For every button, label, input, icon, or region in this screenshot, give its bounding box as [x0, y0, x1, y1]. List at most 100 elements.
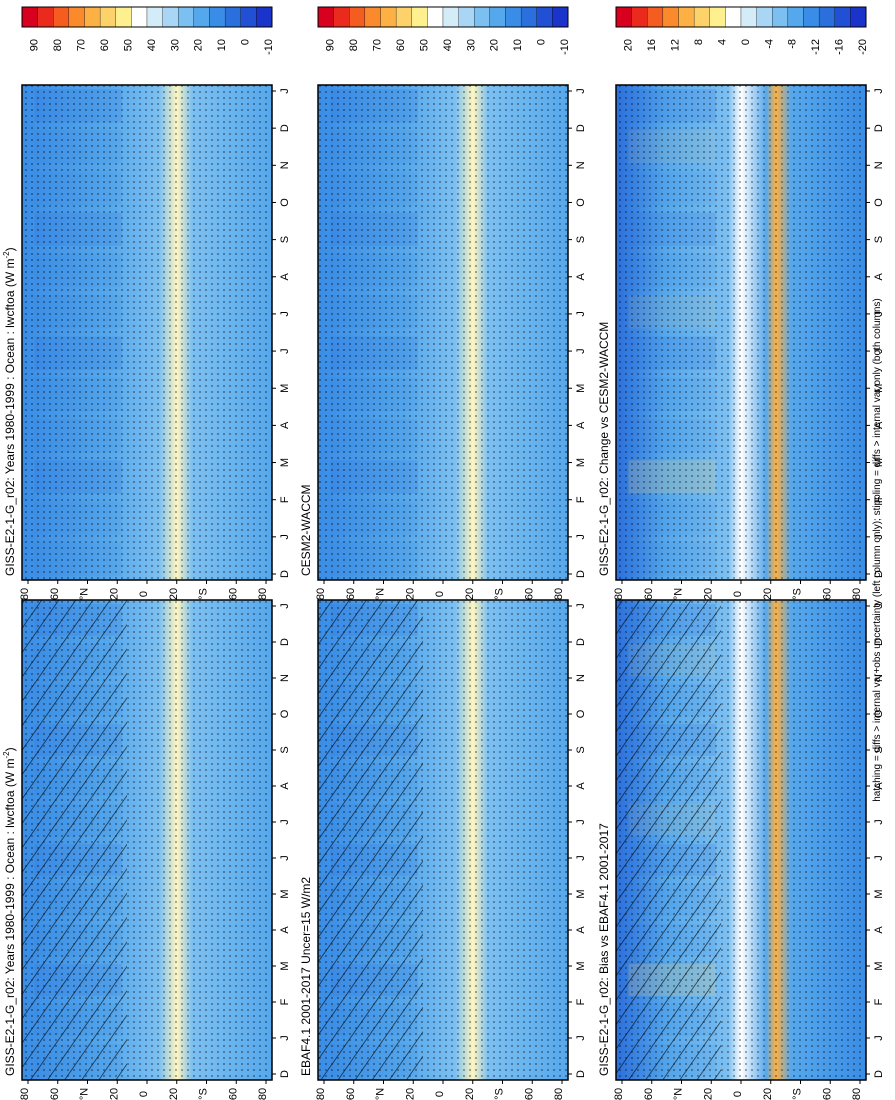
colorbar-label: 30	[465, 39, 477, 51]
month-tick-label: O	[279, 198, 291, 207]
month-tick-label: D	[873, 638, 885, 646]
hatching	[616, 600, 721, 1080]
lat-tick-label: 20	[464, 588, 476, 600]
colorbar-label: 30	[169, 39, 181, 51]
lat-tick-label: 80	[19, 1088, 31, 1100]
month-tick-label: O	[575, 198, 587, 207]
month-tick-label: J	[279, 88, 291, 94]
month-tick-label: J	[279, 1035, 291, 1041]
month-tick-label: S	[873, 746, 885, 753]
month-tick-label: J	[279, 603, 291, 609]
colorbar-frame	[615, 6, 867, 28]
colorbar-swatch	[256, 6, 273, 28]
colorbar-swatch	[552, 6, 569, 28]
month-tick-label: J	[873, 603, 885, 609]
lat-tick-label: 80	[851, 588, 863, 600]
month-tick-label: J	[575, 603, 587, 609]
lat-tick-label: 60	[227, 588, 239, 600]
colorbar-swatch	[442, 6, 459, 28]
lat-tick-label: 20	[464, 1088, 476, 1100]
lat-tick-label: 80	[19, 588, 31, 600]
lat-tick-label: 80	[851, 1088, 863, 1100]
lat-tick-label: 60	[643, 1088, 655, 1100]
colorbar-swatch	[850, 6, 867, 28]
panel-title: GISS-E2-1-G_r02: Bias vs EBAF4.1 2001-20…	[597, 823, 611, 1076]
month-tick-label: D	[575, 1070, 587, 1078]
lat-tick-label: 20	[762, 1088, 774, 1100]
month-tick-label: F	[279, 496, 291, 503]
month-tick-label: J	[873, 855, 885, 861]
colorbar-label: 0	[536, 39, 548, 45]
lat-tick-label: 20	[702, 588, 714, 600]
month-tick-label: D	[575, 124, 587, 132]
colorbar-swatch	[818, 6, 835, 28]
stippling	[616, 85, 866, 580]
colorbar-frame	[21, 6, 273, 28]
month-tick-label: F	[873, 998, 885, 1005]
month-tick-label: D	[873, 1070, 885, 1078]
colorbar-swatch	[68, 6, 85, 28]
month-tick-label: A	[575, 421, 587, 429]
month-tick-label: J	[575, 534, 587, 540]
lat-tick-label: 20	[108, 588, 120, 600]
south-label: °S	[792, 1088, 804, 1100]
month-tick-label: A	[873, 421, 885, 429]
lat-tick-label: 20	[762, 588, 774, 600]
lat-tick-label: 60	[227, 1088, 239, 1100]
panel-title: GISS-E2-1-G_r02: Change vs CESM2-WACCM	[597, 322, 611, 576]
month-tick-label: A	[279, 926, 291, 934]
month-tick-label: M	[575, 384, 587, 393]
lat-tick-label: 60	[49, 1088, 61, 1100]
month-tick-label: O	[279, 709, 291, 718]
month-tick-label: M	[279, 458, 291, 467]
colorbar-label: -4	[763, 39, 775, 49]
title-superscript: -2	[2, 751, 11, 759]
colorbar-swatch	[772, 6, 789, 28]
month-tick-label: J	[575, 1035, 587, 1041]
south-label: °S	[494, 1088, 506, 1100]
month-tick-label: M	[873, 384, 885, 393]
lat-tick-label: 80	[315, 1088, 327, 1100]
colorbar-swatch	[474, 6, 491, 28]
colorbar-swatch	[240, 6, 257, 28]
month-tick-label: N	[279, 161, 291, 169]
colorbar-label: -10	[263, 39, 275, 55]
lat-tick-label: 60	[821, 1088, 833, 1100]
month-tick-label: J	[873, 819, 885, 825]
lat-tick-label: 0	[732, 1091, 744, 1097]
month-tick-label: D	[873, 570, 885, 578]
colorbar-swatch	[787, 6, 804, 28]
colorbar-label: -12	[810, 39, 822, 55]
north-label: °N	[375, 1088, 387, 1100]
lat-tick-label: 80	[613, 1088, 625, 1100]
month-tick-label: M	[575, 961, 587, 970]
lat-tick-label: 0	[138, 591, 150, 597]
month-tick-label: J	[279, 311, 291, 317]
colorbar-label: -16	[834, 39, 846, 55]
stippling	[318, 85, 568, 580]
stippling	[22, 85, 272, 580]
colorbar-swatch	[615, 6, 632, 28]
month-tick-label: M	[575, 889, 587, 898]
lat-tick-label: 0	[732, 591, 744, 597]
colorbar-swatch	[520, 6, 537, 28]
lat-tick-label: 60	[523, 1088, 535, 1100]
colorbar-swatch	[740, 6, 757, 28]
month-tick-label: A	[279, 421, 291, 429]
panel-model-right: 80 60 20 0 20 60 80 °N °S D J F M A M J J A S O N D J GISS-E2-1…	[2, 6, 291, 600]
month-tick-label: D	[575, 570, 587, 578]
lat-tick-label: 20	[404, 1088, 416, 1100]
month-tick-label: J	[279, 855, 291, 861]
panel-title: CESM2-WACCM	[299, 484, 313, 576]
colorbar-swatch	[662, 6, 679, 28]
panel-bias: 80 60 20 0 20 60 80 °N °S D J F M A M J J A S O N D J GISS-E2-1…	[597, 521, 885, 1100]
colorbar-label: 60	[395, 39, 407, 51]
colorbar-label: 8	[693, 39, 705, 45]
lat-tick-label: 80	[315, 588, 327, 600]
south-label: °S	[792, 588, 804, 600]
month-tick-label: M	[279, 384, 291, 393]
panel-change: 80 60 20 0 20 60 80°N °SDJFMAMJJASONDJGISS-E2-1…	[597, 6, 885, 600]
panel-obs: 80 60 20 0 20 60 80 °N °S D J F M A M J J A S O N D J EBAF4.1 2…	[299, 521, 587, 1100]
lat-tick-label: 60	[821, 588, 833, 600]
colorbar-label: 0	[740, 39, 752, 45]
